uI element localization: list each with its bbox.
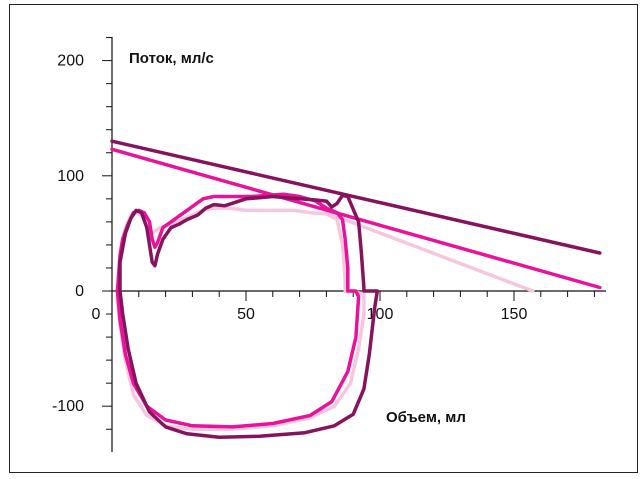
x-tick-label: 150 [501,306,528,323]
y-tick-label: 0 [75,283,84,300]
y-tick-label: -100 [52,398,84,415]
x-axis-title: Объем, мл [386,409,466,426]
y-tick-label: 100 [57,168,84,185]
x-tick-label: 50 [237,306,255,323]
y-tick-label: 200 [57,53,84,70]
y-ticks: 200 100 0 -100 [52,37,112,430]
series-line-5 [324,210,535,293]
y-axis-title: Поток, мл/с [129,50,214,67]
x-tick-label: 100 [367,306,394,323]
series-layer [110,139,602,440]
series-line-3 [110,139,602,255]
x-tick-label: 0 [92,306,101,323]
series-line-2 [115,206,366,431]
series-line-0 [118,193,380,440]
x-ticks: 0 50 100 150 [92,291,595,323]
